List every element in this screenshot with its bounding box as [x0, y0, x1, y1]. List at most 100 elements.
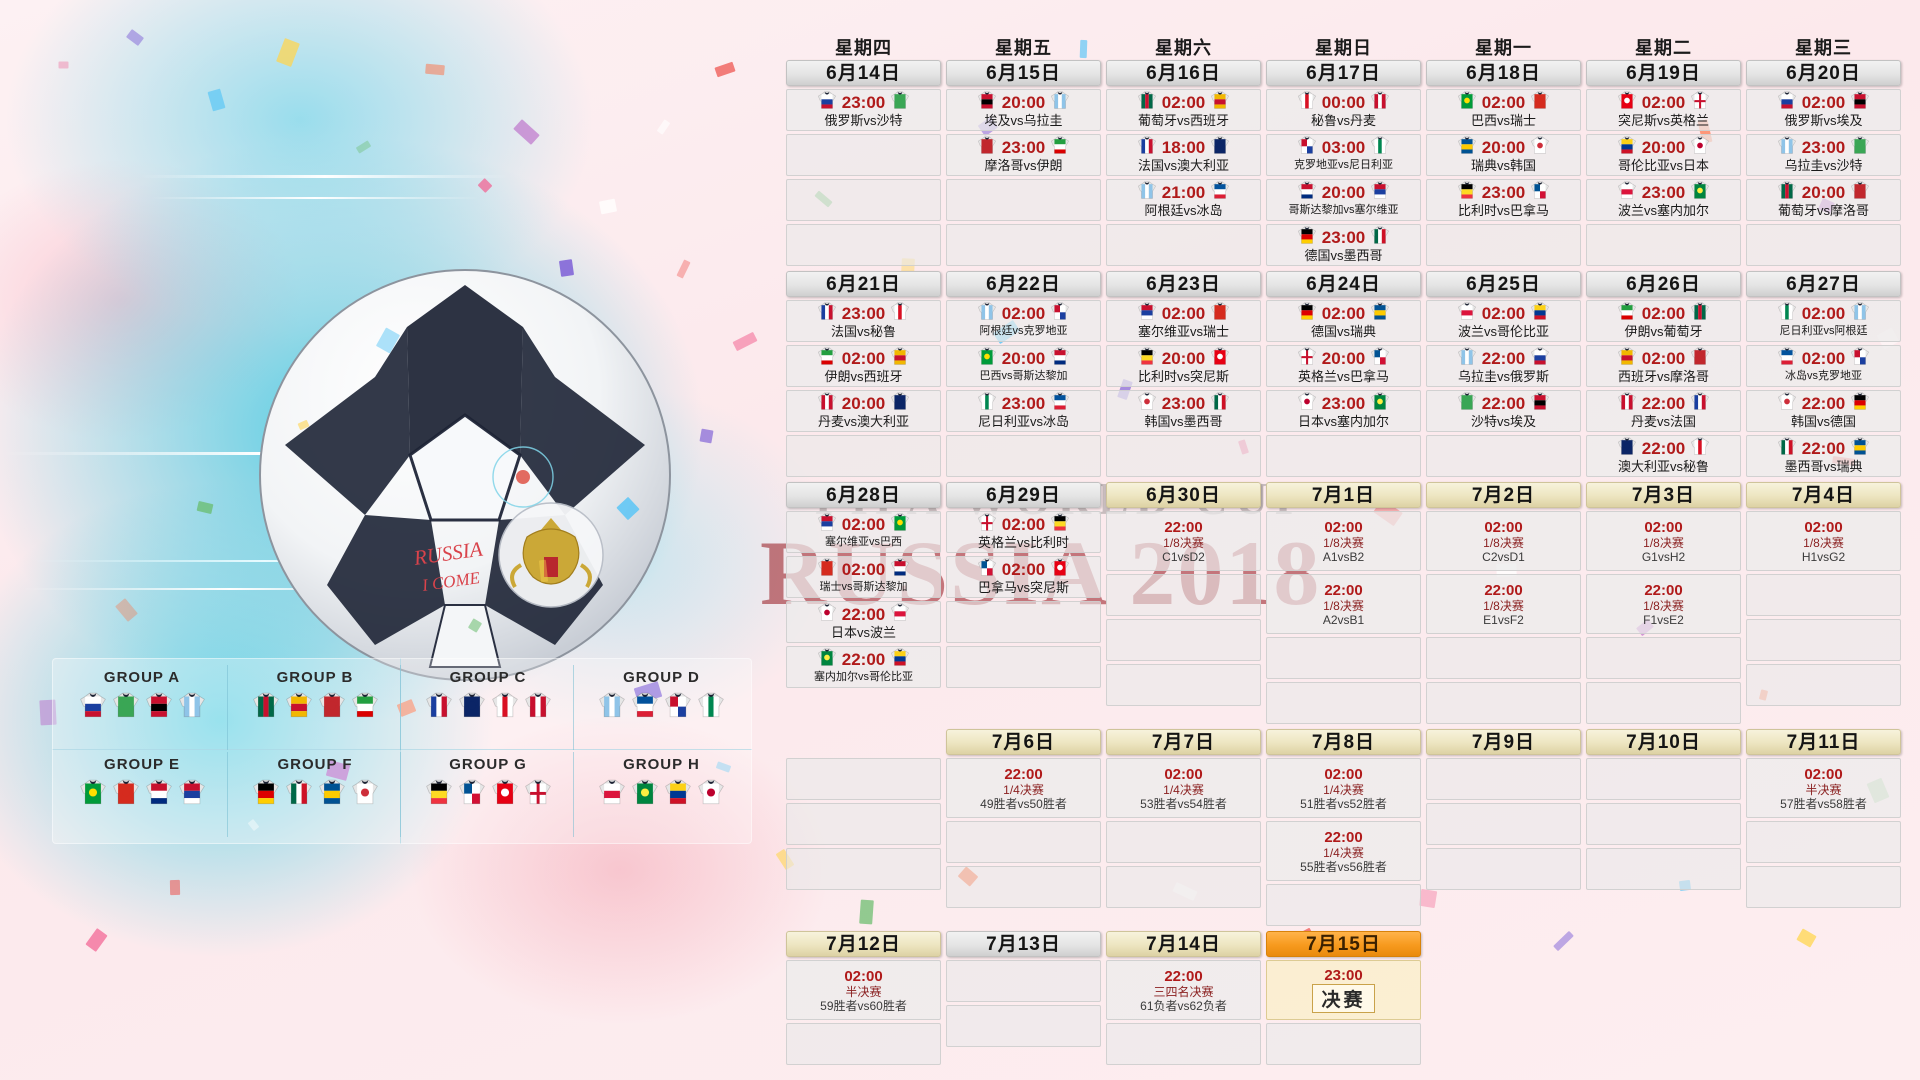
- match-cell[interactable]: 00:00 秘鲁vs丹麦: [1266, 89, 1421, 131]
- match-cell[interactable]: 02:00 伊朗vs葡萄牙: [1586, 300, 1741, 342]
- knockout-match-cell[interactable]: 02:00 1/4决赛 53胜者vs54胜者: [1106, 758, 1261, 818]
- date-header[interactable]: 7月6日: [946, 729, 1101, 755]
- date-header[interactable]: 7月14日: [1106, 931, 1261, 957]
- date-header[interactable]: 6月27日: [1746, 271, 1901, 297]
- match-cell[interactable]: 20:00 哥斯达黎加vs塞尔维亚: [1266, 179, 1421, 221]
- date-header[interactable]: 7月10日: [1586, 729, 1741, 755]
- knockout-match-cell[interactable]: 22:00 1/4决赛 55胜者vs56胜者: [1266, 821, 1421, 881]
- group-block[interactable]: GROUP G: [403, 752, 574, 837]
- match-cell[interactable]: 02:00 阿根廷vs克罗地亚: [946, 300, 1101, 342]
- date-header[interactable]: 7月12日: [786, 931, 941, 957]
- match-cell[interactable]: 02:00 塞尔维亚vs瑞士: [1106, 300, 1261, 342]
- match-cell[interactable]: 02:00 波兰vs哥伦比亚: [1426, 300, 1581, 342]
- knockout-match-cell[interactable]: 02:00 半决赛 57胜者vs58胜者: [1746, 758, 1901, 818]
- knockout-match-cell[interactable]: 22:00 1/8决赛 E1vsF2: [1426, 574, 1581, 634]
- match-cell[interactable]: 23:00 韩国vs墨西哥: [1106, 390, 1261, 432]
- knockout-match-cell[interactable]: 02:00 1/8决赛 G1vsH2: [1586, 511, 1741, 571]
- match-cell[interactable]: 20:00 巴西vs哥斯达黎加: [946, 345, 1101, 387]
- match-cell[interactable]: 02:00 巴拿马vs突尼斯: [946, 556, 1101, 598]
- match-cell[interactable]: 21:00 阿根廷vs冰岛: [1106, 179, 1261, 221]
- date-header[interactable]: 7月4日: [1746, 482, 1901, 508]
- match-cell[interactable]: 23:00 乌拉圭vs沙特: [1746, 134, 1901, 176]
- match-cell[interactable]: 20:00 丹麦vs澳大利亚: [786, 390, 941, 432]
- knockout-match-cell[interactable]: 22:00 三四名决赛 61负者vs62负者: [1106, 960, 1261, 1020]
- match-cell[interactable]: 02:00 冰岛vs克罗地亚: [1746, 345, 1901, 387]
- match-cell[interactable]: 03:00 克罗地亚vs尼日利亚: [1266, 134, 1421, 176]
- match-cell[interactable]: 02:00 葡萄牙vs西班牙: [1106, 89, 1261, 131]
- match-cell[interactable]: 23:00 波兰vs塞内加尔: [1586, 179, 1741, 221]
- group-block[interactable]: GROUP B: [230, 665, 401, 750]
- match-cell[interactable]: 22:00 日本vs波兰: [786, 601, 941, 643]
- match-cell[interactable]: 02:00 塞尔维亚vs巴西: [786, 511, 941, 553]
- knockout-match-cell[interactable]: 22:00 1/8决赛 F1vsE2: [1586, 574, 1741, 634]
- group-block[interactable]: GROUP E: [57, 752, 228, 837]
- match-cell[interactable]: 23:00 摩洛哥vs伊朗: [946, 134, 1101, 176]
- date-header[interactable]: 6月25日: [1426, 271, 1581, 297]
- date-header[interactable]: 6月28日: [786, 482, 941, 508]
- date-header[interactable]: 7月13日: [946, 931, 1101, 957]
- date-header[interactable]: 6月19日: [1586, 60, 1741, 86]
- knockout-match-cell[interactable]: 02:00 1/8决赛 C2vsD1: [1426, 511, 1581, 571]
- match-cell[interactable]: 20:00 哥伦比亚vs日本: [1586, 134, 1741, 176]
- match-cell[interactable]: 02:00 巴西vs瑞士: [1426, 89, 1581, 131]
- match-cell[interactable]: 20:00 英格兰vs巴拿马: [1266, 345, 1421, 387]
- match-cell[interactable]: 20:00 比利时vs突尼斯: [1106, 345, 1261, 387]
- match-cell[interactable]: 22:00 墨西哥vs瑞典: [1746, 435, 1901, 477]
- match-cell[interactable]: 20:00 葡萄牙vs摩洛哥: [1746, 179, 1901, 221]
- date-header[interactable]: 7月9日: [1426, 729, 1581, 755]
- match-cell[interactable]: 23:00 尼日利亚vs冰岛: [946, 390, 1101, 432]
- date-header[interactable]: 6月26日: [1586, 271, 1741, 297]
- date-header[interactable]: 6月29日: [946, 482, 1101, 508]
- knockout-match-cell[interactable]: 02:00 1/8决赛 H1vsG2: [1746, 511, 1901, 571]
- date-header[interactable]: 6月22日: [946, 271, 1101, 297]
- match-cell[interactable]: 22:00 丹麦vs法国: [1586, 390, 1741, 432]
- match-cell[interactable]: 20:00 瑞典vs韩国: [1426, 134, 1581, 176]
- match-cell[interactable]: 02:00 尼日利亚vs阿根廷: [1746, 300, 1901, 342]
- group-block[interactable]: GROUP H: [576, 752, 747, 837]
- date-header[interactable]: 7月11日: [1746, 729, 1901, 755]
- match-cell[interactable]: 23:00 日本vs塞内加尔: [1266, 390, 1421, 432]
- knockout-match-cell[interactable]: 22:00 1/4决赛 49胜者vs50胜者: [946, 758, 1101, 818]
- date-header[interactable]: 6月14日: [786, 60, 941, 86]
- match-cell[interactable]: 02:00 德国vs瑞典: [1266, 300, 1421, 342]
- date-header[interactable]: 6月20日: [1746, 60, 1901, 86]
- date-header[interactable]: 6月30日: [1106, 482, 1261, 508]
- match-cell[interactable]: 22:00 沙特vs埃及: [1426, 390, 1581, 432]
- match-cell[interactable]: 23:00 德国vs墨西哥: [1266, 224, 1421, 266]
- match-cell[interactable]: 02:00 西班牙vs摩洛哥: [1586, 345, 1741, 387]
- match-cell[interactable]: 22:00 塞内加尔vs哥伦比亚: [786, 646, 941, 688]
- knockout-match-cell[interactable]: 02:00 1/8决赛 A1vsB2: [1266, 511, 1421, 571]
- date-header[interactable]: 7月8日: [1266, 729, 1421, 755]
- match-cell[interactable]: 20:00 埃及vs乌拉圭: [946, 89, 1101, 131]
- knockout-match-cell[interactable]: 22:00 1/8决赛 A2vsB1: [1266, 574, 1421, 634]
- group-block[interactable]: GROUP D: [576, 665, 747, 750]
- date-header[interactable]: 6月23日: [1106, 271, 1261, 297]
- match-cell[interactable]: 02:00 伊朗vs西班牙: [786, 345, 941, 387]
- knockout-match-cell[interactable]: 02:00 半决赛 59胜者vs60胜者: [786, 960, 941, 1020]
- match-cell[interactable]: 02:00 俄罗斯vs埃及: [1746, 89, 1901, 131]
- date-header[interactable]: 6月24日: [1266, 271, 1421, 297]
- date-header[interactable]: 6月15日: [946, 60, 1101, 86]
- date-header[interactable]: 7月2日: [1426, 482, 1581, 508]
- match-cell[interactable]: 23:00 俄罗斯vs沙特: [786, 89, 941, 131]
- final-match-cell[interactable]: 23:00 决赛: [1266, 960, 1421, 1020]
- date-header[interactable]: 7月3日: [1586, 482, 1741, 508]
- match-cell[interactable]: 23:00 比利时vs巴拿马: [1426, 179, 1581, 221]
- match-cell[interactable]: 22:00 韩国vs德国: [1746, 390, 1901, 432]
- match-cell[interactable]: 02:00 瑞士vs哥斯达黎加: [786, 556, 941, 598]
- group-block[interactable]: GROUP A: [57, 665, 228, 750]
- date-header[interactable]: 7月1日: [1266, 482, 1421, 508]
- match-cell[interactable]: 02:00 英格兰vs比利时: [946, 511, 1101, 553]
- date-header[interactable]: 7月7日: [1106, 729, 1261, 755]
- date-header[interactable]: 6月21日: [786, 271, 941, 297]
- match-cell[interactable]: 22:00 乌拉圭vs俄罗斯: [1426, 345, 1581, 387]
- knockout-match-cell[interactable]: 02:00 1/4决赛 51胜者vs52胜者: [1266, 758, 1421, 818]
- date-header[interactable]: 6月18日: [1426, 60, 1581, 86]
- group-block[interactable]: GROUP F: [230, 752, 401, 837]
- match-cell[interactable]: 23:00 法国vs秘鲁: [786, 300, 941, 342]
- knockout-match-cell[interactable]: 22:00 1/8决赛 C1vsD2: [1106, 511, 1261, 571]
- date-header[interactable]: 6月16日: [1106, 60, 1261, 86]
- match-cell[interactable]: 02:00 突尼斯vs英格兰: [1586, 89, 1741, 131]
- match-cell[interactable]: 22:00 澳大利亚vs秘鲁: [1586, 435, 1741, 477]
- match-cell[interactable]: 18:00 法国vs澳大利亚: [1106, 134, 1261, 176]
